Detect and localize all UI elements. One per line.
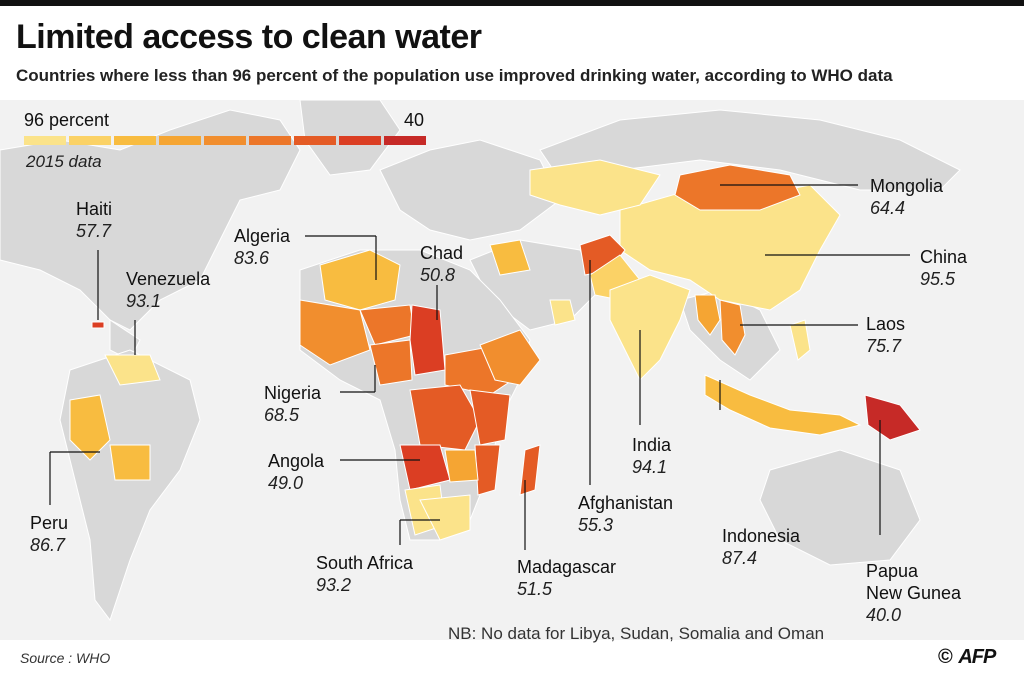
- label-indonesia: Indonesia 87.4: [722, 526, 801, 568]
- country-india: [609, 274, 691, 381]
- country-east-africa: [469, 389, 511, 446]
- leader-lines: [49, 184, 910, 550]
- country-peru: [69, 394, 111, 461]
- legend-color-bar: [24, 136, 426, 145]
- legend-min-label: 96 percent: [24, 110, 110, 130]
- label-afghanistan: Afghanistan 55.3: [578, 493, 674, 535]
- country-chad: [409, 304, 446, 376]
- map-subtitle: Countries where less than 96 percent of …: [16, 66, 893, 85]
- country-drc: [409, 384, 481, 451]
- no-data-note: NB: No data for Libya, Sudan, Somalia an…: [448, 624, 825, 643]
- top-bar: [0, 0, 1024, 6]
- label-nigeria: Nigeria 68.5: [264, 383, 322, 425]
- legend-year-label: 2015 data: [26, 152, 102, 171]
- label-algeria: Algeria 83.6: [234, 226, 291, 268]
- legend-swatch: [69, 136, 111, 145]
- country-mongolia: [674, 164, 801, 211]
- legend-swatch: [294, 136, 336, 145]
- label-peru: Peru 86.7: [30, 513, 69, 555]
- country-algeria: [319, 249, 401, 311]
- label-venezuela: Venezuela 93.1: [126, 269, 211, 311]
- legend-max-label: 40: [404, 110, 425, 130]
- source-credit: Source : WHO: [20, 650, 111, 666]
- country-yemen: [489, 239, 531, 276]
- country-laos: [719, 299, 746, 356]
- label-china: China 95.5: [920, 247, 968, 289]
- country-oman-area: [549, 299, 576, 326]
- country-bolivia: [109, 444, 151, 481]
- label-angola: Angola 49.0: [268, 451, 325, 493]
- label-chad: Chad 50.8: [420, 243, 464, 285]
- label-png: Papua New Gunea 40.0: [866, 561, 962, 625]
- land-europe: [379, 139, 561, 241]
- label-india: India 94.1: [632, 435, 672, 477]
- country-south-africa: [419, 494, 471, 541]
- legend-swatch: [24, 136, 66, 145]
- country-myanmar: [694, 294, 721, 336]
- afp-logo: © AFP: [938, 646, 996, 668]
- label-laos: Laos 75.7: [866, 314, 906, 356]
- land-north-america: [0, 109, 301, 331]
- country-philippines: [789, 319, 811, 361]
- legend-swatch: [249, 136, 291, 145]
- label-haiti: Haiti 57.7: [76, 199, 113, 241]
- legend-swatch: [159, 136, 201, 145]
- label-south-africa: South Africa 93.2: [316, 553, 414, 595]
- land-south-america: [59, 349, 201, 622]
- label-mongolia: Mongolia 64.4: [870, 176, 944, 218]
- country-indonesia: [704, 374, 862, 436]
- legend-swatch: [339, 136, 381, 145]
- map-title: Limited access to clean water: [16, 18, 482, 56]
- country-haiti: [91, 321, 105, 329]
- label-madagascar: Madagascar 51.5: [517, 557, 617, 599]
- country-madagascar: [519, 444, 541, 496]
- legend-swatch: [384, 136, 426, 145]
- country-zambia: [444, 449, 479, 483]
- country-mozambique: [474, 444, 501, 496]
- country-png: [864, 394, 921, 441]
- country-central-asia: [529, 159, 661, 216]
- legend-swatch: [204, 136, 246, 145]
- legend-swatch: [114, 136, 156, 145]
- country-ethiopia: [479, 329, 541, 386]
- country-nigeria: [369, 339, 413, 386]
- country-west-africa: [299, 299, 371, 366]
